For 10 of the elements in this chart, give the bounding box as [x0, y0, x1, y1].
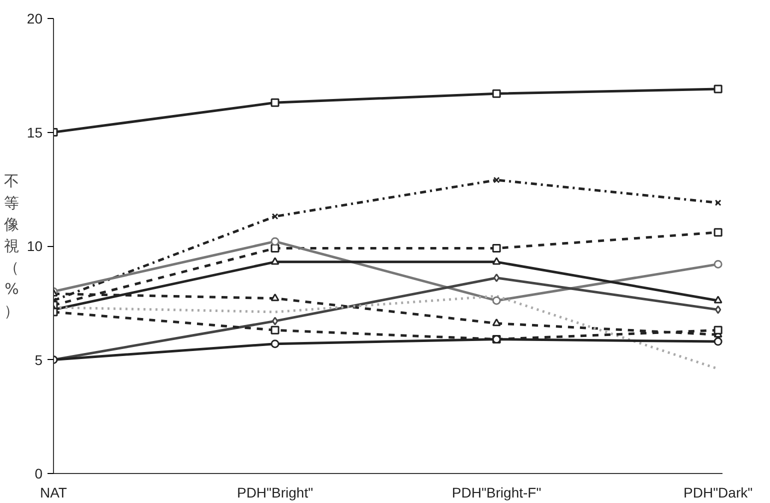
- x-tick-label: NAT: [40, 484, 68, 500]
- y-tick-label: 10: [26, 238, 43, 254]
- y-tick-label: 15: [26, 124, 43, 140]
- y-tick-label: 20: [26, 10, 43, 26]
- y-tick-label: 5: [34, 352, 43, 368]
- x-tick-label: PDH"Dark": [684, 484, 753, 500]
- x-tick-label: PDH"Bright": [236, 484, 314, 500]
- y-tick-label: 0: [34, 466, 43, 482]
- x-tick-label: PDH"Bright-F": [452, 484, 542, 500]
- y-axis-title: 不等像視（%）: [4, 172, 19, 320]
